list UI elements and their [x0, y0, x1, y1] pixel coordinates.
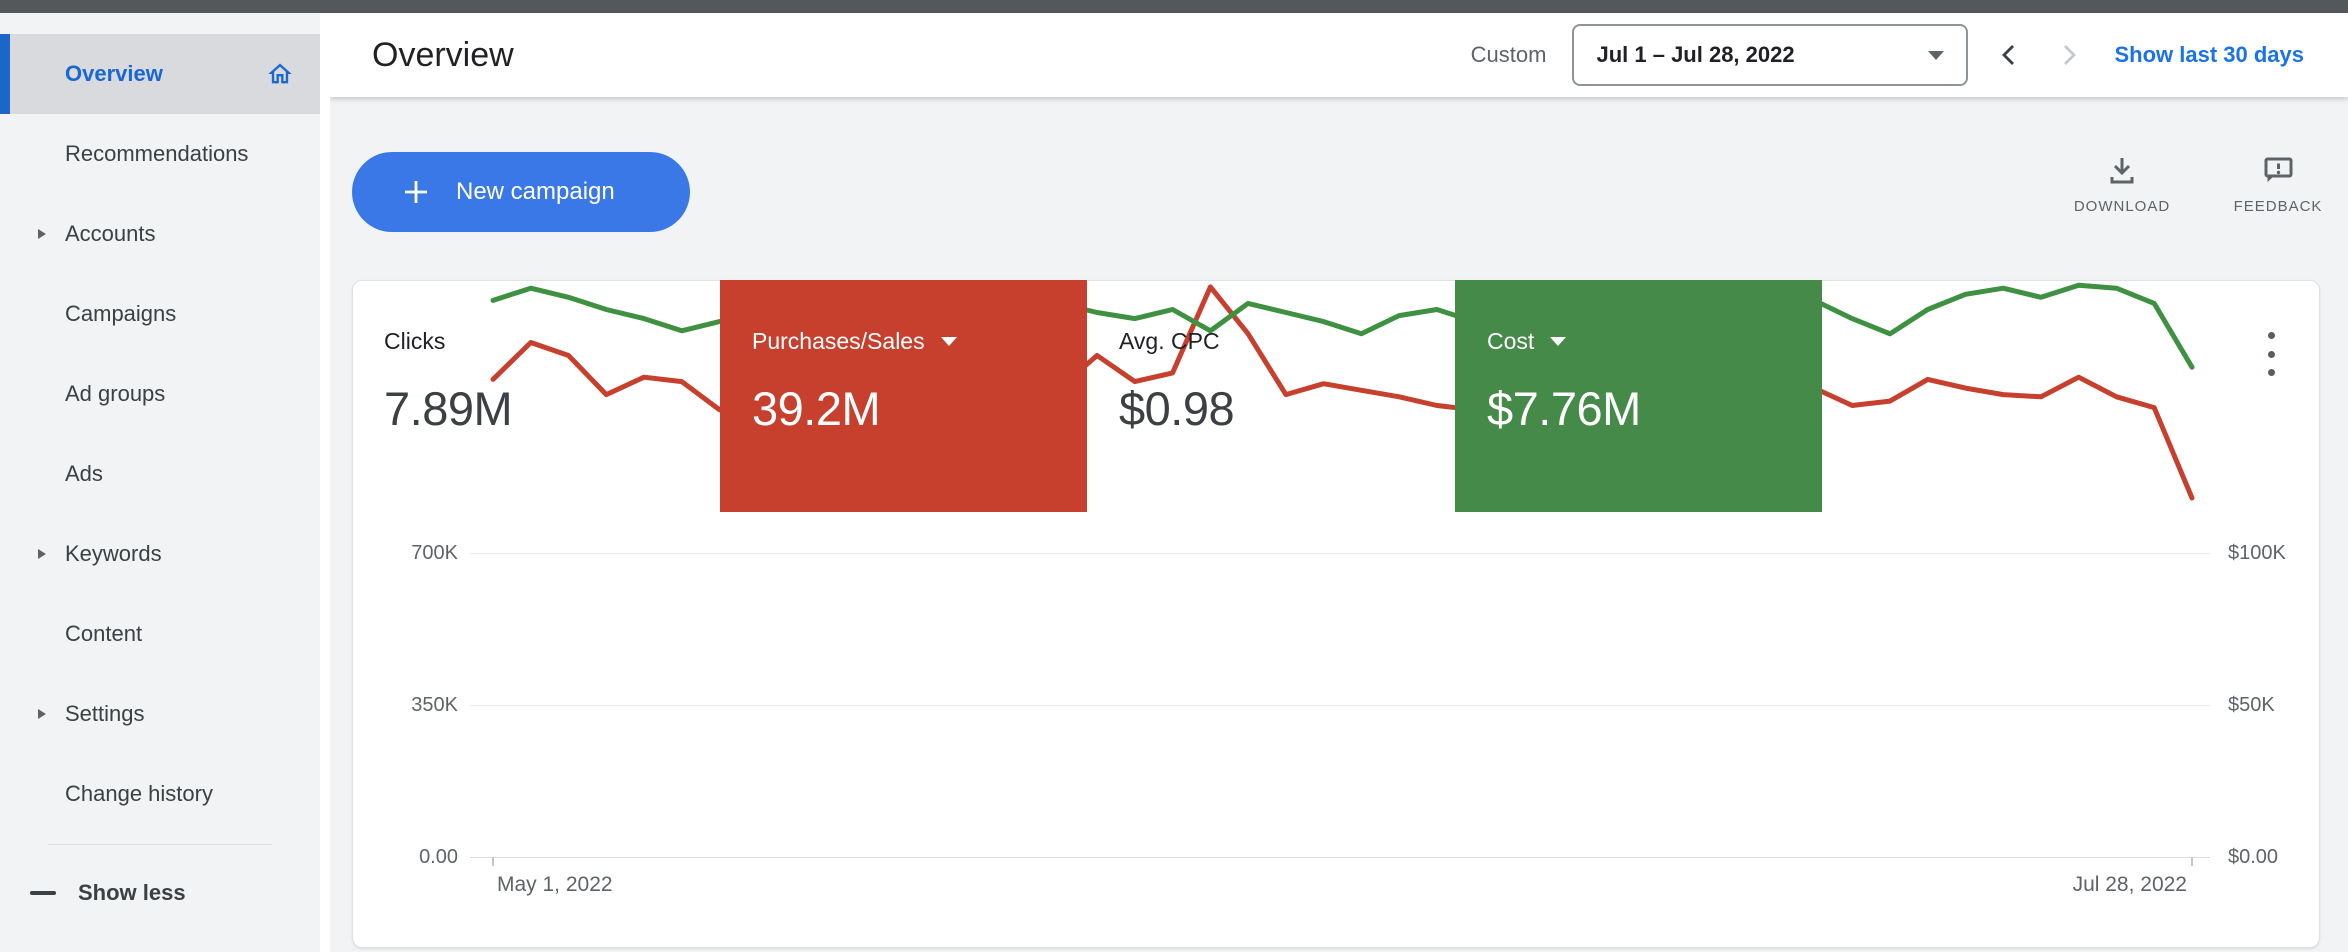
metric-value: $7.76M	[1487, 381, 1822, 436]
sidebar-item-label: Settings	[65, 701, 145, 727]
sidebar-item-settings[interactable]: Settings	[0, 674, 320, 754]
next-period-button[interactable]	[2052, 39, 2084, 71]
expand-arrow-icon	[38, 549, 46, 559]
show-last-30-days-link[interactable]: Show last 30 days	[2114, 42, 2304, 68]
sidebar-item-overview[interactable]: Overview	[0, 34, 320, 114]
plus-icon	[400, 176, 432, 208]
download-icon	[2103, 152, 2141, 190]
sidebar-item-ads[interactable]: Ads	[0, 434, 320, 514]
metric-dropdown-icon[interactable]	[941, 337, 957, 346]
show-less-label: Show less	[78, 880, 186, 906]
metric-cell-clicks[interactable]: Clicks 7.89M	[352, 280, 720, 512]
gridline-middle	[470, 705, 2210, 706]
metric-value: $0.98	[1119, 381, 1455, 436]
x-tick-end	[2191, 857, 2193, 866]
browser-top-strip	[0, 0, 2348, 13]
google-ads-overview-page: Overview Recommendations Accounts Campaigns…	[0, 0, 2348, 952]
metric-cell-purchases-sales[interactable]: Purchases/Sales 39.2M	[720, 280, 1087, 512]
x-axis-end-label: Jul 28, 2022	[1987, 873, 2187, 897]
minus-icon	[30, 891, 56, 895]
sidebar-item-ad-groups[interactable]: Ad groups	[0, 354, 320, 434]
metric-label: Purchases/Sales	[752, 328, 925, 355]
page-title: Overview	[372, 36, 514, 75]
sidebar-divider	[48, 844, 272, 845]
sidebar-item-label: Campaigns	[65, 301, 176, 327]
sidebar-item-keywords[interactable]: Keywords	[0, 514, 320, 594]
metric-label: Avg. CPC	[1119, 328, 1220, 355]
date-controls: Custom Jul 1 – Jul 28, 2022 Show last 30…	[1471, 24, 2304, 86]
sidebar-item-label: Ad groups	[65, 381, 165, 407]
left-axis-tick: 350K	[352, 693, 458, 717]
chevron-right-icon	[2052, 39, 2084, 71]
sidebar-item-accounts[interactable]: Accounts	[0, 194, 320, 274]
metric-value: 7.89M	[384, 381, 720, 436]
feedback-label: FEEDBACK	[2234, 198, 2323, 215]
sidebar-item-content[interactable]: Content	[0, 594, 320, 674]
sidebar-item-label: Overview	[65, 61, 163, 87]
metric-label: Clicks	[384, 328, 445, 355]
sidebar-item-recommendations[interactable]: Recommendations	[0, 114, 320, 194]
right-axis-tick: $50K	[2228, 693, 2338, 717]
expand-arrow-icon	[38, 229, 46, 239]
metric-cell-avg-cpc[interactable]: Avg. CPC $0.98	[1087, 280, 1455, 512]
x-axis-line	[470, 857, 2210, 858]
sidebar-item-label: Keywords	[65, 541, 162, 567]
metric-value: 39.2M	[752, 381, 1087, 436]
x-tick-start	[492, 857, 494, 866]
date-range-value: Jul 1 – Jul 28, 2022	[1596, 42, 1794, 68]
right-axis-tick: $100K	[2228, 541, 2338, 565]
sidebar-item-label: Ads	[65, 461, 103, 487]
left-axis-tick: 700K	[352, 541, 458, 565]
new-campaign-button[interactable]: New campaign	[352, 152, 690, 232]
metric-label: Cost	[1487, 328, 1534, 355]
date-range-picker[interactable]: Jul 1 – Jul 28, 2022	[1572, 24, 1968, 86]
download-label: DOWNLOAD	[2074, 198, 2170, 215]
feedback-icon	[2259, 152, 2297, 190]
feedback-button[interactable]: FEEDBACK	[2218, 152, 2338, 215]
sidebar-gutter	[320, 13, 330, 952]
metric-cell-cost[interactable]: Cost $7.76M	[1455, 280, 1822, 512]
sidebar-item-campaigns[interactable]: Campaigns	[0, 274, 320, 354]
download-button[interactable]: DOWNLOAD	[2062, 152, 2182, 215]
card-overflow-menu-button[interactable]	[2258, 332, 2284, 376]
right-axis-tick: $0.00	[2228, 845, 2338, 869]
previous-period-button[interactable]	[1994, 39, 2026, 71]
sidebar-item-label: Content	[65, 621, 142, 647]
sidebar-item-change-history[interactable]: Change history	[0, 754, 320, 834]
left-axis-tick: 0.00	[352, 845, 458, 869]
x-axis-start-label: May 1, 2022	[497, 873, 613, 897]
sidebar-item-label: Accounts	[65, 221, 156, 247]
sidebar-item-label: Change history	[65, 781, 213, 807]
new-campaign-label: New campaign	[456, 178, 615, 206]
metric-dropdown-icon[interactable]	[1550, 337, 1566, 346]
kebab-icon	[2268, 332, 2275, 339]
chevron-down-icon	[1928, 51, 1944, 60]
range-type-label: Custom	[1471, 42, 1547, 68]
home-icon	[266, 60, 294, 93]
chevron-left-icon	[1994, 39, 2026, 71]
sidebar: Overview Recommendations Accounts Campaigns…	[0, 13, 320, 952]
sidebar-item-label: Recommendations	[65, 141, 248, 167]
page-header: Overview Custom Jul 1 – Jul 28, 2022 Sho…	[330, 13, 2348, 97]
expand-arrow-icon	[38, 709, 46, 719]
show-less-button[interactable]: Show less	[0, 858, 320, 928]
